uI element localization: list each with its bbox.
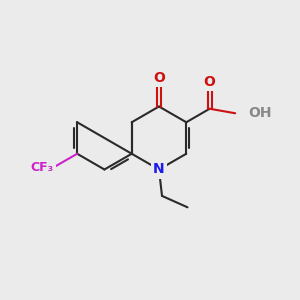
Text: N: N	[153, 163, 165, 176]
Text: O: O	[204, 75, 216, 89]
Text: CF₃: CF₃	[31, 161, 54, 174]
Text: OH: OH	[249, 106, 272, 120]
Text: O: O	[153, 71, 165, 85]
